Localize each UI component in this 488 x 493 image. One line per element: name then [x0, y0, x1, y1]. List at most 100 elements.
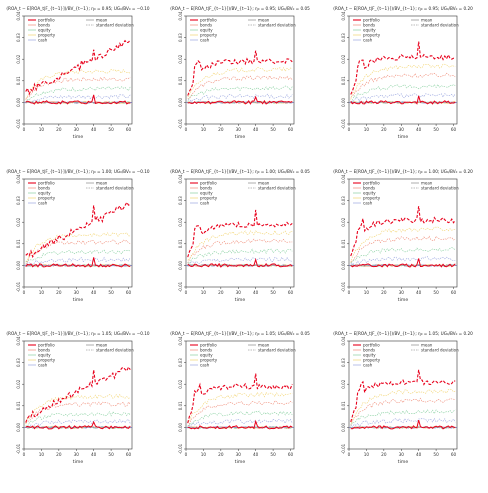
plot-frame	[23, 15, 133, 125]
legend-label: property	[363, 358, 381, 363]
portfolio-mean-line	[350, 258, 456, 268]
legend-label: standard deviation	[258, 23, 296, 28]
legend-label: cash	[363, 38, 373, 43]
property-sd-line	[350, 63, 456, 100]
x-axis-label: time	[235, 297, 246, 303]
x-tick-label: 60	[126, 127, 132, 132]
legend-label: portfolio	[200, 343, 217, 348]
legend-label: cash	[363, 201, 373, 206]
y-tick-label: 0.03	[341, 358, 346, 367]
x-tick-label: 40	[91, 290, 97, 295]
portfolio-mean-line	[25, 420, 131, 430]
x-axis-label: time	[235, 134, 246, 140]
chart-panel: (ROA_t − E[ROA_t|F_{t−1}])/BV_{t−1}; η₀ …	[6, 169, 149, 303]
portfolio-sd-line	[25, 365, 131, 423]
panel-title: (ROA_t − E[ROA_t|F_{t−1}])/BV_{t−1}; η₀ …	[6, 6, 149, 11]
x-tick-label: 20	[381, 290, 387, 295]
x-tick-label: 60	[288, 452, 294, 457]
chart-panel: (ROA_t − E[ROA_t|F_{t−1}])/BV_{t−1}; η₀ …	[170, 331, 310, 465]
legend-label: property	[363, 196, 381, 201]
y-tick-label: 0.02	[341, 217, 346, 226]
y-tick-label: 0.00	[178, 97, 183, 106]
portfolio-mean-line	[350, 420, 456, 430]
y-tick-label: -0.01	[341, 281, 346, 292]
legend-label: equity	[38, 353, 51, 358]
x-axis-label: time	[398, 297, 409, 303]
bonds-sd-line	[187, 238, 293, 264]
bonds-sd-line	[350, 72, 456, 98]
x-tick-label: 30	[74, 452, 80, 457]
chart-panel: (ROA_t − E[ROA_t|F_{t−1}])/BV_{t−1}; η₀ …	[333, 169, 473, 303]
x-tick-label: 30	[236, 452, 242, 457]
legend-label: cash	[38, 363, 48, 368]
legend-label: cash	[200, 363, 210, 368]
x-axis-label: time	[235, 459, 246, 465]
y-tick-label: 0.03	[16, 196, 21, 205]
x-tick-label: 20	[218, 127, 224, 132]
x-tick-label: 30	[74, 290, 80, 295]
plot-frame	[23, 340, 133, 450]
property-sd-line	[25, 393, 131, 425]
portfolio-mean-line	[187, 95, 293, 105]
x-tick-label: 50	[433, 127, 439, 132]
x-tick-label: 60	[288, 127, 294, 132]
chart-panel: (ROA_t − E[ROA_t|F_{t−1}])/BV_{t−1}; η₀ …	[6, 331, 149, 465]
y-tick-label: -0.01	[341, 443, 346, 454]
legend-label: bonds	[38, 348, 50, 353]
legend-label: standard deviation	[96, 186, 134, 191]
x-axis-label: time	[398, 459, 409, 465]
x-tick-label: 30	[74, 127, 80, 132]
legend-label: property	[38, 196, 56, 201]
equity-sd-line	[350, 83, 456, 103]
legend-label: equity	[363, 191, 376, 196]
cash-sd-line	[25, 419, 131, 428]
x-tick-label: 10	[201, 452, 207, 457]
x-tick-label: 60	[126, 290, 132, 295]
property-sd-line	[187, 230, 293, 261]
legend-label: portfolio	[38, 18, 55, 23]
chart-panel: (ROA_t − E[ROA_t|F_{t−1}])/BV_{t−1}; η₀ …	[333, 331, 473, 465]
y-tick-label: 0.04	[341, 336, 346, 345]
portfolio-sd-line	[25, 201, 131, 259]
bonds-sd-line	[187, 400, 293, 427]
equity-sd-line	[25, 411, 131, 427]
y-tick-label: 0.04	[341, 174, 346, 183]
property-sd-line	[25, 69, 131, 99]
x-tick-label: 10	[39, 290, 45, 295]
x-tick-label: 20	[381, 452, 387, 457]
x-tick-label: 0	[185, 290, 188, 295]
legend-label: equity	[363, 353, 376, 358]
legend-label: portfolio	[363, 18, 380, 23]
legend-label: portfolio	[200, 18, 217, 23]
x-tick-label: 60	[288, 290, 294, 295]
panel-title: (ROA_t − E[ROA_t|F_{t−1}])/BV_{t−1}; η₀ …	[6, 331, 149, 336]
legend-label: bonds	[200, 23, 212, 28]
x-tick-label: 60	[451, 452, 457, 457]
x-tick-label: 0	[185, 127, 188, 132]
y-tick-label: 0.04	[16, 11, 21, 20]
x-tick-label: 40	[91, 127, 97, 132]
y-tick-label: 0.03	[16, 358, 21, 367]
plot-frame	[348, 340, 458, 450]
chart-panel: (ROA_t − E[ROA_t|F_{t−1}])/BV_{t−1}; η₀ …	[170, 169, 310, 303]
x-tick-label: 40	[253, 127, 259, 132]
x-tick-label: 0	[23, 127, 26, 132]
legend-label: bonds	[38, 23, 50, 28]
plot-frame	[185, 340, 295, 450]
x-tick-label: 60	[451, 290, 457, 295]
legend-label: portfolio	[38, 343, 55, 348]
x-tick-label: 20	[56, 127, 62, 132]
x-axis-label: time	[73, 459, 84, 465]
legend-label: mean	[96, 181, 108, 186]
panel-title: (ROA_t − E[ROA_t|F_{t−1}])/BV_{t−1}; η₀ …	[333, 169, 473, 174]
legend-label: equity	[363, 28, 376, 33]
x-tick-label: 0	[348, 452, 351, 457]
legend-label: bonds	[363, 348, 375, 353]
equity-sd-line	[187, 85, 293, 103]
x-tick-label: 60	[126, 452, 132, 457]
legend-label: mean	[421, 343, 433, 348]
x-axis-label: time	[398, 134, 409, 140]
x-tick-label: 30	[236, 127, 242, 132]
